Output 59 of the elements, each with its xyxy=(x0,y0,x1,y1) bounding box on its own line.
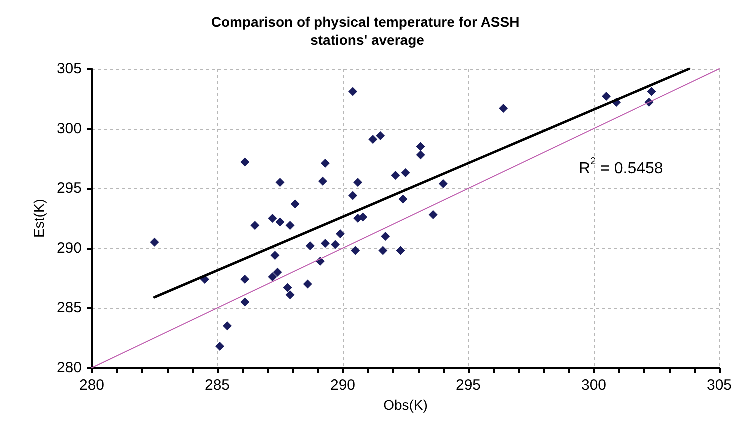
point xyxy=(268,214,278,223)
point xyxy=(330,240,340,250)
y-tick-label: 285 xyxy=(56,300,82,317)
point xyxy=(499,104,508,113)
point xyxy=(428,210,438,220)
chart-title: Comparison of physical temperature for ASSH stations' average xyxy=(211,14,524,48)
point xyxy=(378,246,388,256)
point xyxy=(391,170,400,180)
point xyxy=(438,179,448,188)
point xyxy=(286,221,295,230)
point xyxy=(240,158,250,167)
y-tick-label: 295 xyxy=(56,180,82,198)
point xyxy=(358,212,368,222)
point xyxy=(273,268,282,277)
point xyxy=(336,230,345,239)
point xyxy=(398,194,408,204)
point xyxy=(318,176,328,186)
point xyxy=(396,246,406,256)
x-tick-label: 280 xyxy=(79,377,105,394)
point xyxy=(283,283,292,292)
point xyxy=(401,168,410,178)
y-tick-label: 300 xyxy=(56,120,82,138)
point xyxy=(276,178,285,188)
x-tick-label: 290 xyxy=(330,377,356,394)
point xyxy=(270,251,280,260)
y-axis-title: Est(K) xyxy=(31,199,48,238)
point xyxy=(320,239,330,248)
point xyxy=(240,274,250,284)
point xyxy=(223,322,232,331)
point xyxy=(216,342,225,351)
point xyxy=(303,280,312,289)
point xyxy=(290,200,300,209)
point xyxy=(602,92,612,102)
point xyxy=(647,87,656,96)
point xyxy=(351,246,360,256)
x-axis-title: Obs(K) xyxy=(384,397,428,413)
point xyxy=(150,238,160,247)
y-tick-label: 280 xyxy=(56,360,82,376)
point xyxy=(416,150,426,160)
point xyxy=(376,131,386,140)
point xyxy=(276,218,285,227)
x-tick-label: 300 xyxy=(581,377,607,394)
point xyxy=(268,272,278,282)
x-tick-label: 295 xyxy=(456,377,482,394)
point xyxy=(348,191,358,200)
point xyxy=(348,87,358,96)
x-tick-label: 285 xyxy=(204,377,230,394)
x-tick-label: 305 xyxy=(706,377,732,394)
point xyxy=(286,290,295,300)
point xyxy=(320,158,330,168)
point xyxy=(368,135,378,144)
point xyxy=(416,142,426,152)
y-tick-label: 305 xyxy=(56,60,82,78)
point xyxy=(250,221,260,230)
point xyxy=(240,298,250,307)
point xyxy=(306,242,315,251)
y-tick-label: 290 xyxy=(56,240,82,257)
point xyxy=(354,178,363,188)
point xyxy=(381,232,390,241)
